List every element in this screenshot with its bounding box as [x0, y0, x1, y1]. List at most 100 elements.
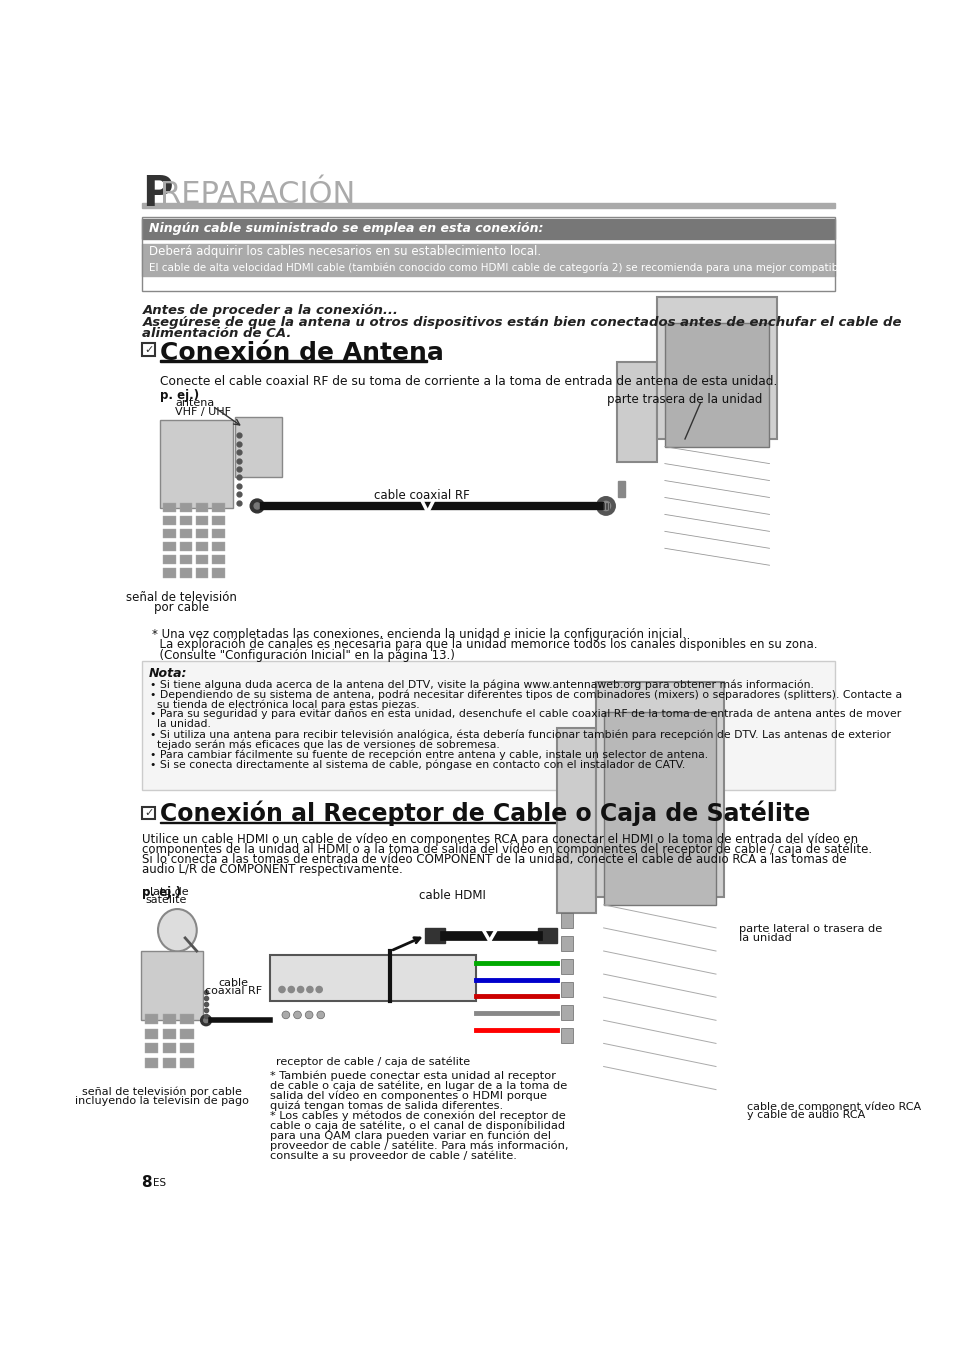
Text: antena: antena [174, 398, 214, 408]
Text: * Una vez completadas las conexiones, encienda la unidad e inicie la configuraci: * Una vez completadas las conexiones, en… [152, 628, 685, 640]
Bar [142, 217, 835, 291]
Bar [179, 569, 192, 577]
Text: la unidad: la unidad [739, 933, 791, 944]
Bar [145, 1014, 158, 1024]
Text: coaxial RF: coaxial RF [204, 987, 261, 996]
Bar [195, 569, 208, 577]
Bar [141, 950, 203, 1020]
Text: El cable de alta velocidad HDMI cable (también conocido como HDMI cable de categ: El cable de alta velocidad HDMI cable (t… [149, 263, 869, 274]
Text: Conexión de Antena: Conexión de Antena [159, 341, 443, 365]
Text: Nota:: Nota: [149, 667, 187, 679]
Text: ✓: ✓ [144, 345, 153, 355]
Text: • Si utiliza una antena para recibir televisión analógica, ésta debería funciona: • Si utiliza una antena para recibir tel… [150, 729, 890, 740]
Text: • Para cambiar fácilmente su fuente de recepción entre antena y cable, instale u: • Para cambiar fácilmente su fuente de r… [150, 749, 708, 760]
Circle shape [297, 987, 303, 992]
Bar [195, 555, 208, 565]
Circle shape [305, 1011, 313, 1019]
Bar [212, 569, 224, 577]
Bar [235, 418, 282, 477]
Text: su tienda de electrónica local para estas piezas.: su tienda de electrónica local para esta… [150, 700, 419, 709]
Text: parte lateral o trasera de: parte lateral o trasera de [739, 925, 882, 934]
Bar [163, 528, 175, 538]
Text: p. ej.): p. ej.) [142, 886, 181, 899]
Text: REPARACIÓN: REPARACIÓN [160, 179, 355, 209]
Bar [195, 503, 208, 512]
Text: componentes de la unidad al HDMI o a la toma de salida del vídeo en componentes : componentes de la unidad al HDMI o a la … [142, 844, 872, 856]
Text: p. ej.): p. ej.) [159, 390, 198, 402]
Text: quizá tengan tomas de salida diferentes.: quizá tengan tomas de salida diferentes. [270, 1100, 503, 1111]
Bar [163, 569, 175, 577]
Bar [618, 481, 624, 496]
Text: proveedor de cable / satélite. Para más información,: proveedor de cable / satélite. Para más … [270, 1140, 568, 1151]
Text: (Consulte "Configuración Inicial" en la página 13.): (Consulte "Configuración Inicial" en la … [152, 650, 455, 662]
Bar [179, 516, 192, 526]
Text: 8: 8 [141, 1174, 152, 1190]
Bar [657, 297, 777, 439]
Bar [142, 807, 154, 820]
Bar [142, 244, 835, 260]
Text: • Dependiendo de su sistema de antena, podrá necesitar diferentes tipos de combi: • Dependiendo de su sistema de antena, p… [150, 689, 902, 700]
Text: cable o caja de satélite, o el canal de disponibilidad: cable o caja de satélite, o el canal de … [270, 1120, 565, 1131]
Bar [180, 1014, 193, 1024]
Bar [212, 555, 224, 565]
Circle shape [316, 1011, 324, 1019]
Text: • Para su seguridad y para evitar daños en esta unidad, desenchufe el cable coax: • Para su seguridad y para evitar daños … [150, 709, 901, 720]
Bar [163, 503, 175, 512]
Text: tejado serán más eficaces que las de versiones de sobremesa.: tejado serán más eficaces que las de ver… [150, 739, 499, 749]
Text: señal de televisión: señal de televisión [126, 590, 236, 604]
Text: Utilice un cable HDMI o un cable de vídeo en componentes RCA para conectar el HD: Utilice un cable HDMI o un cable de víde… [142, 833, 858, 847]
Text: P: P [142, 173, 172, 216]
Ellipse shape [158, 909, 196, 952]
Text: por cable: por cable [153, 601, 209, 615]
Bar [270, 954, 476, 1002]
Text: para una QAM clara pueden variar en función del: para una QAM clara pueden variar en func… [270, 1131, 551, 1140]
Text: cable coaxial RF: cable coaxial RF [374, 489, 469, 501]
Text: plato de: plato de [143, 887, 189, 896]
Text: • Si tiene alguna duda acerca de la antena del DTV, visite la página www.antenna: • Si tiene alguna duda acerca de la ante… [150, 679, 813, 690]
Bar [162, 1029, 175, 1039]
Bar [145, 1043, 158, 1053]
Bar [142, 661, 835, 790]
Bar [163, 555, 175, 565]
Text: de cable o caja de satélite, en lugar de a la toma de: de cable o caja de satélite, en lugar de… [270, 1080, 567, 1091]
Text: * Los cables y métodos de conexión del receptor de: * Los cables y métodos de conexión del r… [270, 1111, 565, 1122]
Text: Antes de proceder a la conexión...: Antes de proceder a la conexión... [142, 305, 398, 317]
Bar [557, 728, 596, 913]
Bar [195, 516, 208, 526]
Bar [603, 712, 716, 905]
Bar [142, 260, 835, 276]
Circle shape [253, 503, 260, 510]
Bar [142, 218, 835, 239]
Text: salida del vídeo en componentes o HDMI porque: salida del vídeo en componentes o HDMI p… [270, 1091, 547, 1101]
Text: • Si se conecta directamente al sistema de cable, póngase en contacto con el ins: • Si se conecta directamente al sistema … [150, 759, 685, 770]
Text: Ningún cable suministrado se emplea en esta conexión:: Ningún cable suministrado se emplea en e… [149, 222, 542, 236]
Text: incluyendo la televisin de pago: incluyendo la televisin de pago [75, 1096, 249, 1107]
Circle shape [204, 1018, 208, 1023]
Circle shape [282, 1011, 290, 1019]
Bar [596, 682, 723, 898]
Bar [560, 913, 572, 927]
Bar [145, 1029, 158, 1039]
Bar [163, 542, 175, 551]
Bar [425, 927, 444, 944]
Bar [560, 1029, 572, 1043]
Text: Conecte el cable coaxial RF de su toma de corriente a la toma de entrada de ante: Conecte el cable coaxial RF de su toma d… [159, 375, 776, 388]
Bar [560, 981, 572, 998]
Bar [179, 555, 192, 565]
Text: Conexión al Receptor de Cable o Caja de Satélite: Conexión al Receptor de Cable o Caja de … [159, 801, 809, 826]
Text: señal de televisión por cable: señal de televisión por cable [82, 1086, 241, 1097]
Text: * También puede conectar esta unidad al receptor: * También puede conectar esta unidad al … [270, 1070, 556, 1081]
Circle shape [250, 499, 264, 512]
Bar [212, 516, 224, 526]
Circle shape [200, 1015, 212, 1026]
Text: satélite: satélite [145, 895, 186, 906]
Text: consulte a su proveedor de cable / satélite.: consulte a su proveedor de cable / satél… [270, 1150, 517, 1161]
Text: receptor de cable / caja de satélite: receptor de cable / caja de satélite [276, 1057, 470, 1068]
Bar [212, 503, 224, 512]
Bar [179, 528, 192, 538]
Bar [159, 360, 427, 363]
Circle shape [278, 987, 285, 992]
Bar [180, 1029, 193, 1039]
Circle shape [288, 987, 294, 992]
Text: Asegúrese de que la antena u otros dispositivos están bien conectados antes de e: Asegúrese de que la antena u otros dispo… [142, 315, 901, 329]
